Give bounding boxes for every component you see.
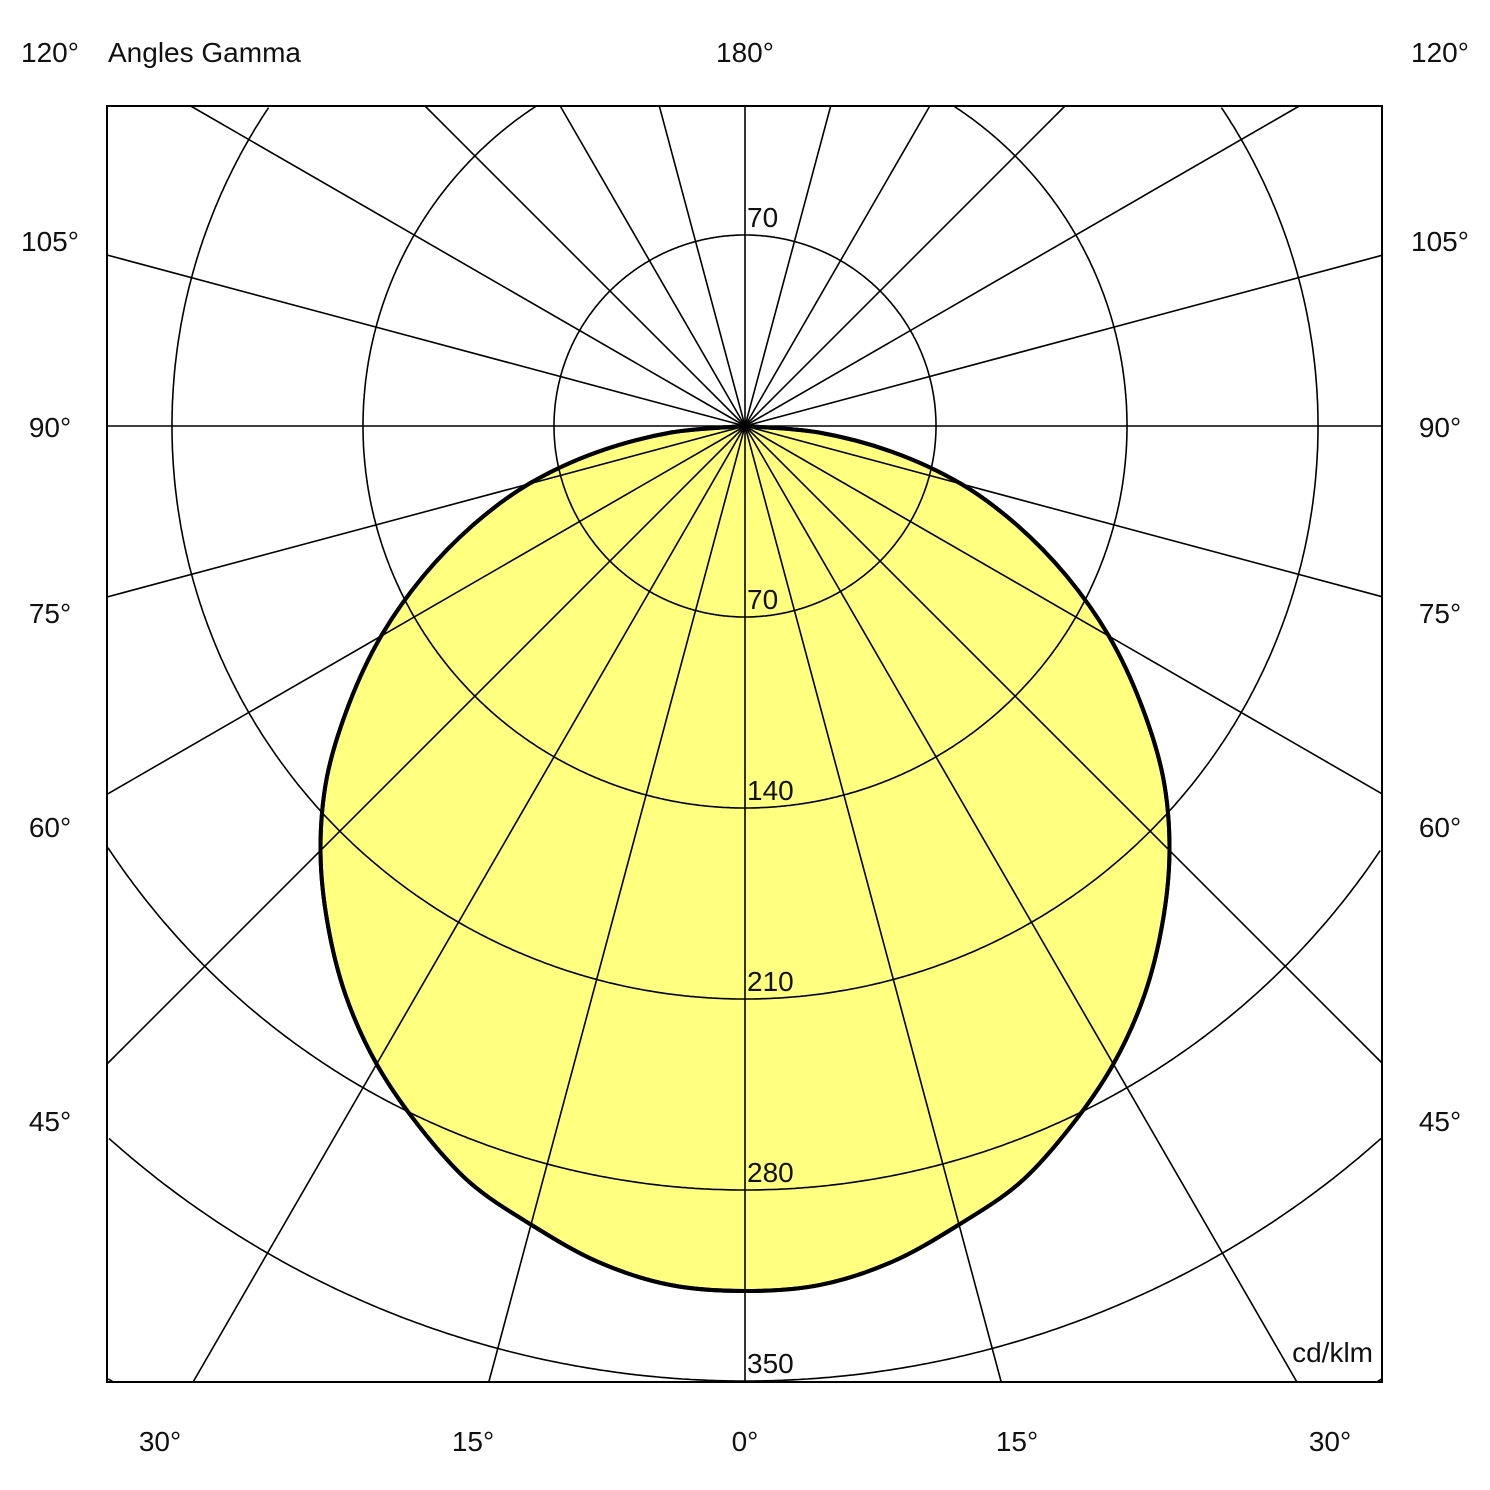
- grid-ray-105: [744, 254, 1383, 427]
- right-angle-label: 60°: [1419, 812, 1461, 843]
- grid-ray-315: [320, 426, 746, 1065]
- right-angle-label: 75°: [1419, 598, 1461, 629]
- grid-ray-225: [424, 105, 746, 427]
- chart-title: Angles Gamma: [108, 37, 301, 68]
- plot-frame: [106, 105, 1383, 1383]
- radial-tick-label: 280: [747, 1157, 794, 1188]
- radial-tick-label: 140: [747, 775, 794, 806]
- grid-ray-45: [744, 426, 1170, 1064]
- left-angle-label: 60°: [29, 812, 71, 843]
- grid-ray-135: [744, 105, 1066, 427]
- bottom-angle-label: 30°: [1309, 1426, 1351, 1457]
- grid-ray-60: [744, 426, 1170, 795]
- grid-ray-330: [320, 426, 746, 1291]
- bottom-angle-label: 0°: [732, 1426, 759, 1457]
- grid-ray-210: [559, 105, 746, 427]
- right-angle-label: 90°: [1419, 412, 1461, 443]
- grid-ray-255: [106, 254, 746, 427]
- grid-ray-120: [744, 105, 1300, 427]
- unit-label: cd/klm: [1292, 1337, 1373, 1368]
- grid-ray-150: [744, 105, 931, 427]
- radial-tick-label: 210: [747, 966, 794, 997]
- right-angle-label: 105°: [1411, 226, 1469, 257]
- left-angle-label: 120°: [21, 37, 79, 68]
- left-angle-label: 105°: [21, 226, 79, 257]
- right-angle-label: 45°: [1419, 1106, 1461, 1137]
- bottom-angle-label: 15°: [996, 1426, 1038, 1457]
- radial-tick-label: 70: [747, 202, 778, 233]
- left-angle-label: 45°: [29, 1106, 71, 1137]
- left-angle-label: 75°: [29, 598, 71, 629]
- bottom-angle-label: 30°: [139, 1426, 181, 1457]
- grid-ray-300: [320, 426, 746, 795]
- grid-ray-165: [744, 105, 832, 427]
- grid-ring-350: [108, 1137, 1382, 1382]
- radial-tick-label: 70: [747, 584, 778, 615]
- top-angle-label: 180°: [716, 37, 774, 68]
- radial-tick-label: 350: [747, 1348, 794, 1379]
- grid-ray-240: [190, 105, 746, 427]
- left-angle-label: 90°: [29, 412, 71, 443]
- right-angle-label: 120°: [1411, 37, 1469, 68]
- bottom-angle-label: 15°: [452, 1426, 494, 1457]
- grid-ray-30: [744, 426, 1170, 1291]
- grid-ring-210: [320, 426, 1170, 1000]
- grid-ray-195: [658, 105, 746, 427]
- intensity-curve-outline: [318, 424, 1172, 1293]
